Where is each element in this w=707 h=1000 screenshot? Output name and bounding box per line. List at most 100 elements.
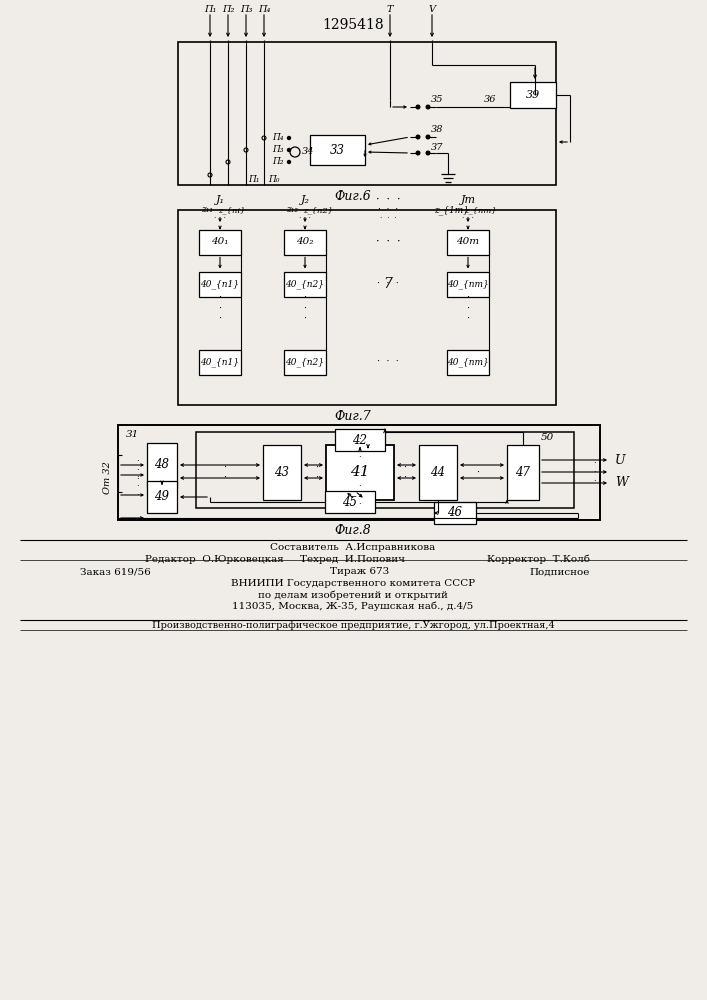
Text: 34: 34: [302, 147, 314, 156]
Bar: [510, 82, 556, 108]
Text: ·
·: · ·: [315, 462, 319, 482]
Text: ·
·
·: · · ·: [467, 293, 469, 323]
Circle shape: [288, 136, 291, 139]
Text: ·
·: · ·: [223, 462, 226, 482]
Text: П₄: П₄: [258, 4, 270, 13]
Text: ·
·
·: · · ·: [136, 473, 139, 499]
Text: W: W: [615, 477, 628, 489]
Text: 40₁: 40₁: [211, 237, 228, 246]
Text: 40_{n1}: 40_{n1}: [201, 279, 240, 289]
Bar: [196, 432, 574, 508]
Text: 49: 49: [155, 490, 170, 504]
Text: ВНИИПИ Государственного комитета СССР: ВНИИПИ Государственного комитета СССР: [231, 580, 475, 588]
Circle shape: [416, 151, 420, 155]
Text: z₁₁: z₁₁: [201, 206, 213, 215]
Text: · · ·: · · ·: [299, 214, 311, 222]
Bar: [284, 230, 326, 254]
Text: Подписное: Подписное: [530, 568, 590, 576]
Text: П₁: П₁: [204, 4, 216, 13]
Text: 113035, Москва, Ж-35, Раушская наб., д.4/5: 113035, Москва, Ж-35, Раушская наб., д.4…: [233, 601, 474, 611]
Text: Фиг.7: Фиг.7: [334, 410, 371, 424]
Bar: [326, 444, 394, 499]
Bar: [178, 210, 556, 405]
Text: 40_{n1}: 40_{n1}: [201, 357, 240, 367]
Text: Заказ 619/56: Заказ 619/56: [80, 568, 151, 576]
Text: 35: 35: [431, 96, 443, 104]
Text: ·
·
·: · · ·: [594, 459, 596, 485]
Text: 40m: 40m: [457, 237, 479, 246]
Text: Редактор  О.Юрковецкая: Редактор О.Юрковецкая: [145, 554, 284, 564]
Text: Техред  И.Попович: Техред И.Попович: [300, 554, 406, 564]
Text: 42: 42: [353, 434, 368, 446]
Text: П₂: П₂: [272, 157, 284, 166]
Text: · · ·: · · ·: [462, 214, 474, 222]
Bar: [447, 230, 489, 254]
Circle shape: [416, 105, 420, 109]
Text: ·: ·: [477, 468, 479, 477]
Text: 38: 38: [431, 125, 443, 134]
Text: ·  ·  ·: · · ·: [378, 206, 398, 215]
Bar: [310, 135, 365, 165]
Bar: [434, 502, 476, 524]
Bar: [284, 350, 326, 374]
Text: Фиг.6: Фиг.6: [334, 190, 371, 202]
Text: 39: 39: [526, 90, 540, 100]
Text: z_{n2}: z_{n2}: [303, 206, 333, 214]
Text: V: V: [428, 4, 436, 13]
Text: 36: 36: [484, 96, 496, 104]
Text: 40_{n2}: 40_{n2}: [286, 357, 325, 367]
Text: 31: 31: [126, 430, 139, 439]
Text: ·  ·  ·: · · ·: [375, 195, 400, 205]
Text: 40₂: 40₂: [296, 237, 314, 246]
Text: 40_{nm}: 40_{nm}: [447, 357, 489, 367]
Text: ·  ·  ·: · · ·: [377, 358, 399, 366]
Bar: [199, 271, 241, 296]
Text: Jm: Jm: [460, 195, 476, 205]
Bar: [263, 444, 301, 499]
Text: 45: 45: [342, 495, 358, 508]
Bar: [507, 444, 539, 499]
Text: П₄: П₄: [272, 133, 284, 142]
Text: Корректор  Т.Колб: Корректор Т.Колб: [487, 554, 590, 564]
Bar: [447, 350, 489, 374]
Text: П₃: П₃: [240, 4, 252, 13]
Bar: [199, 350, 241, 374]
Text: 46: 46: [448, 506, 462, 520]
Bar: [147, 481, 177, 513]
Text: ·
·
·: · · ·: [136, 457, 139, 483]
Text: От 32: От 32: [103, 462, 112, 494]
Text: Тираж 673: Тираж 673: [330, 568, 390, 576]
Bar: [147, 442, 177, 488]
Text: 37: 37: [431, 143, 443, 152]
Bar: [199, 230, 241, 254]
Text: 1295418: 1295418: [322, 18, 384, 32]
Bar: [419, 444, 457, 499]
Text: ·
·
·: · · ·: [303, 293, 307, 323]
Bar: [118, 425, 600, 520]
Text: z_{1m}: z_{1m}: [435, 205, 469, 215]
Text: 48: 48: [155, 458, 170, 472]
Text: 44: 44: [431, 466, 445, 479]
Text: Производственно-полиграфическое предприятие, г.Ужгород, ул.Проектная,4: Производственно-полиграфическое предприя…: [151, 620, 554, 630]
Text: ·
·
·: · · ·: [358, 435, 361, 461]
Text: 43: 43: [274, 466, 289, 479]
Text: 40_{nm}: 40_{nm}: [447, 279, 489, 289]
Text: 50: 50: [540, 434, 554, 442]
Bar: [325, 491, 375, 513]
Text: по делам изобретений и открытий: по делам изобретений и открытий: [258, 590, 448, 600]
Bar: [178, 42, 556, 185]
Text: ·  ·  ·: · · ·: [380, 214, 397, 222]
Text: П₁: П₁: [248, 176, 259, 184]
Text: ·
·: · ·: [404, 462, 407, 482]
Text: П₂: П₂: [222, 4, 234, 13]
Bar: [335, 429, 385, 451]
Text: Составитель  А.Исправникова: Составитель А.Исправникова: [270, 544, 436, 552]
Text: z_{ni}: z_{ni}: [218, 206, 246, 214]
Circle shape: [288, 160, 291, 163]
Text: ·
·
·: · · ·: [358, 482, 361, 508]
Text: Т: Т: [387, 4, 393, 13]
Text: Фиг.8: Фиг.8: [334, 524, 371, 536]
Text: ·  ·  ·: · · ·: [377, 279, 399, 288]
Text: П₃: П₃: [272, 145, 284, 154]
Text: 41: 41: [350, 465, 370, 479]
